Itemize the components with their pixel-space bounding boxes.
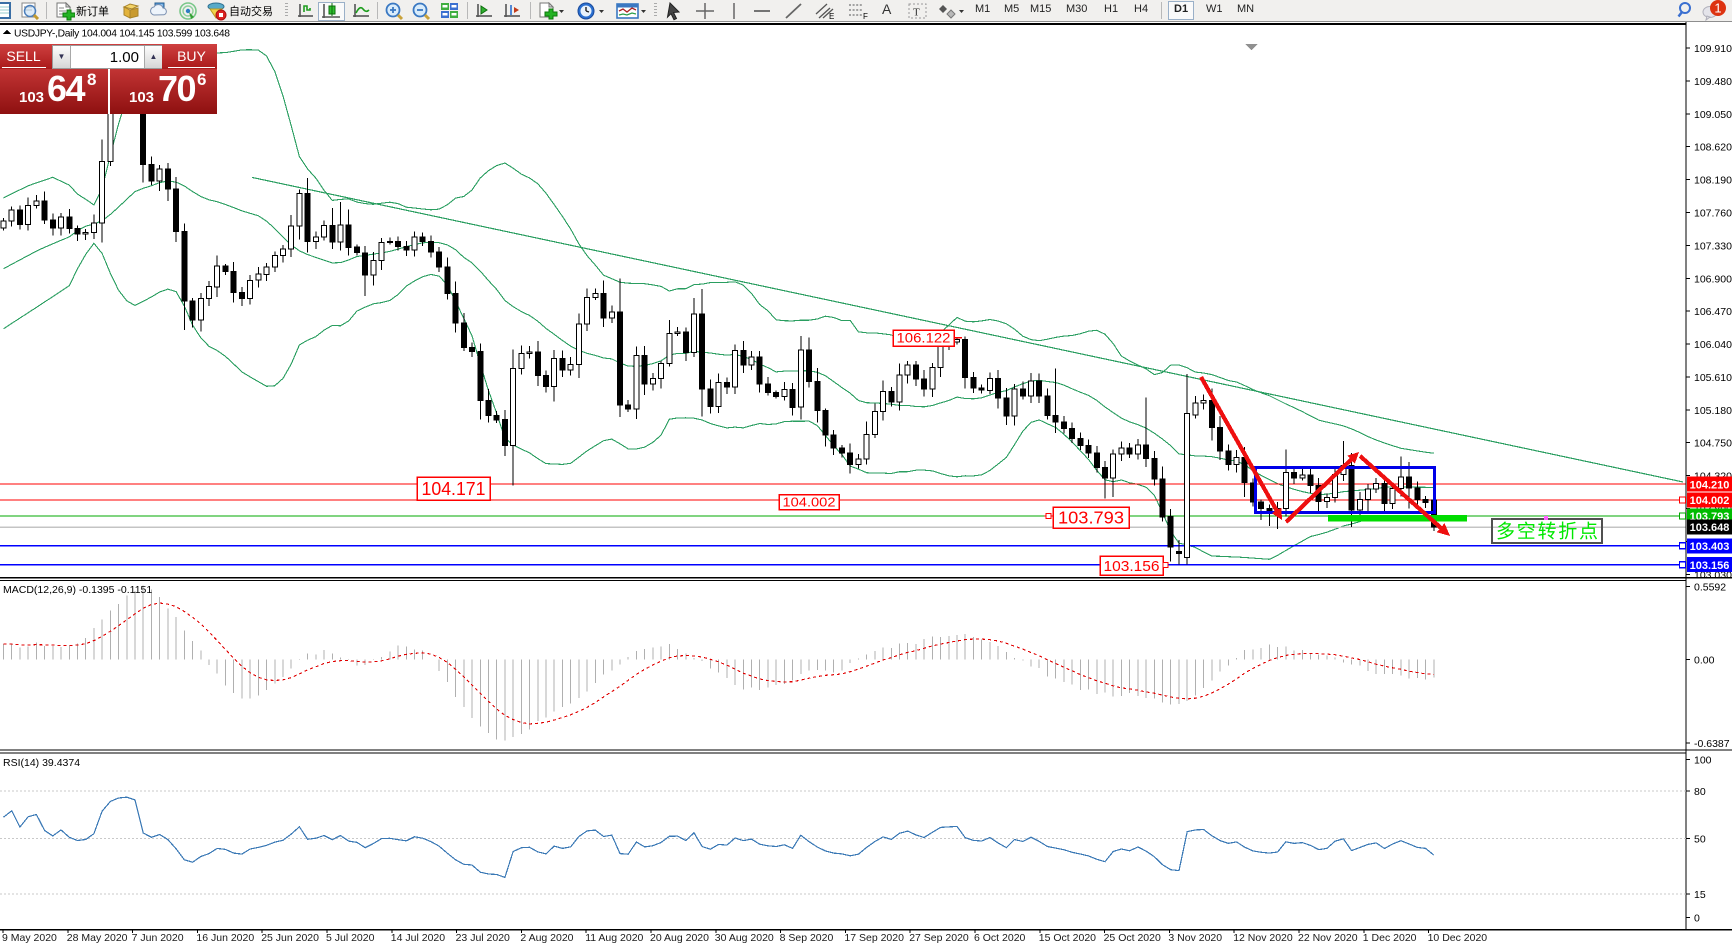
svg-text:104.750: 104.750	[1694, 438, 1732, 450]
svg-text:100: 100	[1694, 754, 1712, 766]
svg-text:106.900: 106.900	[1694, 273, 1732, 285]
svg-text:MACD(12,26,9) -0.1395 -0.1151: MACD(12,26,9) -0.1395 -0.1151	[3, 584, 152, 596]
svg-text:107.330: 107.330	[1694, 240, 1732, 252]
svg-text:14 Jul 2020: 14 Jul 2020	[391, 932, 445, 943]
svg-text:9 May 2020: 9 May 2020	[2, 932, 57, 943]
svg-text:23 Jul 2020: 23 Jul 2020	[456, 932, 510, 943]
svg-text:109.050: 109.050	[1694, 109, 1732, 121]
svg-text:28 May 2020: 28 May 2020	[67, 932, 128, 943]
svg-text:1 Dec 2020: 1 Dec 2020	[1363, 932, 1417, 943]
svg-text:104.002: 104.002	[783, 495, 836, 510]
svg-text:106.470: 106.470	[1694, 306, 1732, 318]
svg-text:17 Sep 2020: 17 Sep 2020	[844, 932, 904, 943]
svg-text:104.210: 104.210	[1690, 479, 1730, 491]
svg-text:105.180: 105.180	[1694, 405, 1732, 417]
svg-text:107.760: 107.760	[1694, 208, 1732, 220]
svg-text:0.5592: 0.5592	[1694, 581, 1726, 593]
svg-text:3 Nov 2020: 3 Nov 2020	[1168, 932, 1222, 943]
svg-text:108.620: 108.620	[1694, 142, 1732, 154]
svg-text:103.030: 103.030	[1694, 569, 1732, 581]
svg-text:F: F	[863, 12, 868, 21]
svg-text:USDJPY-,Daily 104.004 104.145: USDJPY-,Daily 104.004 104.145 103.599 10…	[14, 29, 230, 40]
svg-text:30 Aug 2020: 30 Aug 2020	[715, 932, 774, 943]
svg-text:T: T	[913, 7, 920, 19]
svg-text:15: 15	[1694, 889, 1706, 901]
svg-text:16 Jun 2020: 16 Jun 2020	[196, 932, 254, 943]
svg-text:103.793: 103.793	[1058, 508, 1124, 528]
svg-text:2 Aug 2020: 2 Aug 2020	[520, 932, 573, 943]
svg-text:-0.6387: -0.6387	[1694, 738, 1730, 750]
svg-text:109.480: 109.480	[1694, 76, 1732, 88]
svg-text:25 Jun 2020: 25 Jun 2020	[261, 932, 319, 943]
svg-text:15 Oct 2020: 15 Oct 2020	[1039, 932, 1096, 943]
svg-text:108.190: 108.190	[1694, 175, 1732, 187]
svg-text:104.171: 104.171	[422, 478, 486, 499]
svg-text:1: 1	[1714, 1, 1721, 16]
svg-text:80: 80	[1694, 786, 1706, 798]
svg-text:104.002: 104.002	[1690, 495, 1730, 507]
svg-text:106.040: 106.040	[1694, 339, 1732, 351]
svg-text:103.403: 103.403	[1690, 541, 1730, 553]
svg-text:22 Nov 2020: 22 Nov 2020	[1298, 932, 1358, 943]
svg-text:0.00: 0.00	[1694, 654, 1715, 666]
svg-text:20 Aug 2020: 20 Aug 2020	[650, 932, 709, 943]
svg-text:105.610: 105.610	[1694, 372, 1732, 384]
svg-text:10 Dec 2020: 10 Dec 2020	[1428, 932, 1488, 943]
svg-text:E: E	[829, 12, 834, 21]
svg-text:25 Oct 2020: 25 Oct 2020	[1104, 932, 1161, 943]
svg-text:103.156: 103.156	[1690, 560, 1730, 572]
svg-text:8 Sep 2020: 8 Sep 2020	[780, 932, 834, 943]
svg-text:0: 0	[1694, 913, 1700, 925]
svg-text:27 Sep 2020: 27 Sep 2020	[909, 932, 969, 943]
svg-text:50: 50	[1694, 833, 1706, 845]
svg-text:6 Oct 2020: 6 Oct 2020	[974, 932, 1026, 943]
svg-text:109.910: 109.910	[1694, 43, 1732, 55]
svg-text:103.648: 103.648	[1690, 522, 1730, 534]
svg-text:多空转折点: 多空转折点	[1496, 521, 1598, 543]
svg-text:5 Jul 2020: 5 Jul 2020	[326, 932, 375, 943]
svg-text:103.156: 103.156	[1104, 558, 1160, 575]
svg-text:12 Nov 2020: 12 Nov 2020	[1233, 932, 1293, 943]
svg-text:RSI(14) 39.4374: RSI(14) 39.4374	[3, 757, 80, 769]
svg-text:7 Jun 2020: 7 Jun 2020	[132, 932, 184, 943]
svg-text:106.122: 106.122	[897, 331, 951, 346]
svg-text:11 Aug 2020: 11 Aug 2020	[585, 932, 643, 943]
